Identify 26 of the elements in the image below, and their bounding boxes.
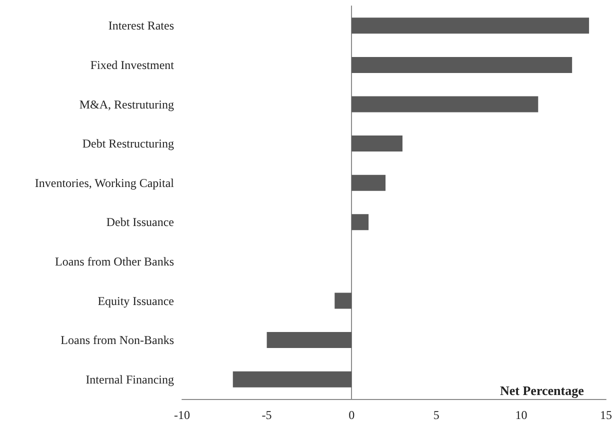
y-tick-label: Fixed Investment: [90, 58, 175, 72]
bar: [352, 214, 369, 230]
bar: [334, 292, 352, 309]
bar: [352, 174, 386, 191]
y-tick-label: Interest Rates: [108, 18, 174, 33]
bar: [352, 18, 590, 34]
bar: [232, 371, 352, 388]
y-tick-label: Debt Restructuring: [82, 136, 174, 151]
bar: [266, 332, 352, 348]
bar: [352, 136, 402, 152]
y-tick-label: Equity Issuance: [98, 294, 174, 308]
y-tick-label: Loans from Other Banks: [55, 254, 174, 268]
y-tick-label: Loans from Non-Banks: [60, 333, 174, 348]
bar: [352, 56, 572, 73]
x-axis-title: Net Percentage: [500, 383, 584, 398]
x-tick-label: 10: [515, 408, 528, 422]
x-tick-label: -5: [262, 408, 272, 422]
y-tick-label: Debt Issuance: [106, 215, 174, 230]
x-tick-label: -10: [174, 408, 190, 422]
x-tick-label: 5: [433, 408, 440, 422]
y-tick-label: Inventories, Working Capital: [34, 176, 175, 190]
x-tick-label: 0: [348, 408, 355, 422]
y-tick-label: M&A, Restruturing: [79, 97, 174, 112]
bar: [352, 96, 538, 112]
y-tick-label: Internal Financing: [86, 372, 174, 386]
x-tick-label: 15: [600, 408, 612, 422]
